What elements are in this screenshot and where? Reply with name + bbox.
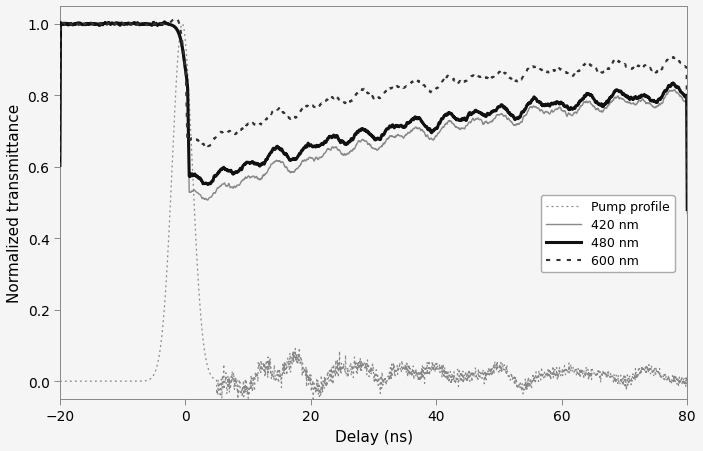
480 nm [683, 207, 692, 213]
480 nm [56, 163, 64, 169]
600 nm [665, 57, 673, 63]
480 nm [361, 128, 370, 133]
Pump profile [550, 372, 559, 377]
Y-axis label: Normalized transmittance: Normalized transmittance [7, 104, 22, 303]
Pump profile [88, 379, 96, 384]
420 nm [683, 211, 692, 216]
Line: 480 nm: 480 nm [60, 23, 688, 210]
Pump profile [361, 365, 370, 370]
420 nm [88, 23, 96, 28]
420 nm [56, 164, 64, 170]
480 nm [550, 101, 558, 106]
Pump profile [56, 379, 64, 384]
480 nm [160, 20, 169, 26]
Legend: Pump profile, 420 nm, 480 nm, 600 nm: Pump profile, 420 nm, 480 nm, 600 nm [541, 196, 675, 273]
Pump profile [666, 376, 674, 381]
Pump profile [178, 22, 186, 28]
Pump profile [344, 370, 353, 375]
420 nm [550, 109, 558, 115]
Pump profile [683, 375, 692, 380]
600 nm [683, 191, 692, 196]
600 nm [344, 100, 353, 105]
420 nm [665, 89, 673, 94]
600 nm [550, 68, 558, 74]
480 nm [665, 84, 673, 90]
480 nm [344, 140, 353, 145]
480 nm [665, 84, 673, 89]
600 nm [56, 165, 64, 170]
420 nm [344, 151, 353, 156]
480 nm [88, 22, 96, 28]
Pump profile [665, 378, 673, 384]
420 nm [104, 21, 112, 26]
Line: Pump profile: Pump profile [60, 25, 688, 399]
X-axis label: Delay (ns): Delay (ns) [335, 429, 413, 444]
600 nm [172, 16, 180, 22]
Line: 420 nm: 420 nm [60, 23, 688, 214]
Line: 600 nm: 600 nm [60, 19, 688, 193]
600 nm [88, 21, 96, 27]
600 nm [361, 88, 370, 94]
600 nm [665, 57, 673, 62]
420 nm [665, 89, 673, 94]
420 nm [361, 139, 370, 145]
Pump profile [233, 396, 242, 401]
